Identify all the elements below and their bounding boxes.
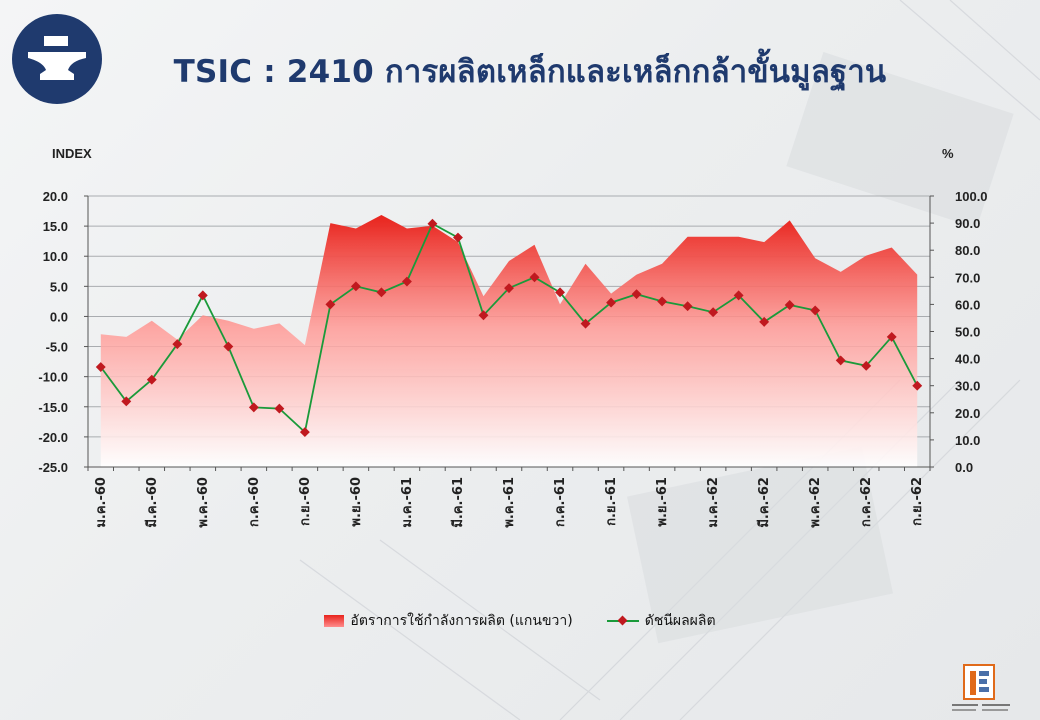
x-tick-label: ม.ค.-62 (706, 477, 721, 528)
data-point-marker (657, 296, 668, 307)
data-point-marker (146, 374, 157, 385)
left-tick-label: 0.0 (50, 309, 68, 324)
anvil-icon (28, 36, 86, 80)
data-point-marker (197, 290, 208, 301)
left-tick-label: -5.0 (46, 340, 68, 355)
data-point-marker (529, 272, 540, 283)
data-point-marker (248, 402, 259, 413)
x-tick-label: ก.ค.-60 (247, 477, 262, 527)
legend-area-swatch (324, 615, 345, 627)
right-axis-unit: % (942, 146, 954, 161)
data-point-marker (886, 331, 897, 342)
x-tick-label: ก.ย.-60 (298, 477, 313, 526)
anvil-logo (12, 14, 102, 104)
left-tick-label: -20.0 (38, 430, 68, 445)
data-point-marker (504, 283, 514, 294)
right-tick-label: 60.0 (955, 297, 980, 312)
legend-label-capacity: อัตราการใช้กำลังการผลิต (แกนขวา) (350, 613, 573, 629)
right-tick-label: 10.0 (955, 433, 980, 448)
data-point-marker (733, 290, 744, 301)
legend-item-index: ดัชนีผลผลิต (606, 610, 716, 632)
left-tick-label: -15.0 (38, 400, 68, 415)
right-tick-label: 90.0 (955, 216, 980, 231)
left-tick-label: -10.0 (38, 370, 68, 385)
x-tick-label: ก.ค.-61 (553, 477, 568, 527)
x-tick-label: พ.ย.-61 (655, 477, 670, 527)
x-tick-label: ม.ค.-60 (94, 477, 109, 528)
x-tick-label: ก.ค.-62 (859, 477, 874, 527)
data-point-marker (631, 289, 642, 300)
data-point-marker (861, 360, 872, 371)
legend-item-capacity: อัตราการใช้กำลังการผลิต (แกนขวา) (324, 610, 573, 632)
data-point-marker (912, 380, 923, 391)
right-tick-label: 50.0 (955, 325, 980, 340)
right-tick-label: 80.0 (955, 243, 980, 258)
x-tick-label: ก.ย.-62 (910, 477, 925, 526)
right-tick-label: 20.0 (955, 406, 980, 421)
data-point-marker (835, 355, 846, 366)
data-point-marker (478, 310, 489, 321)
x-tick-label: พ.ค.-62 (808, 477, 823, 528)
legend-label-index: ดัชนีผลผลิต (644, 613, 716, 629)
right-tick-label: 30.0 (955, 379, 980, 394)
data-point-marker (682, 301, 693, 312)
oie-logo-icon (952, 664, 1010, 711)
data-point-marker (810, 305, 821, 316)
left-axis-unit: INDEX (52, 146, 92, 161)
data-point-marker (401, 276, 412, 287)
x-tick-label: มี.ค.-60 (144, 477, 160, 528)
data-point-marker (172, 339, 183, 350)
data-point-marker (759, 316, 770, 327)
data-point-marker (427, 218, 438, 229)
page-title: TSIC : 2410 การผลิตเหล็กและเหล็กกล้าขั้น… (173, 54, 887, 90)
right-tick-label: 40.0 (955, 352, 980, 367)
left-tick-label: 15.0 (43, 219, 68, 234)
data-point-marker (223, 341, 234, 352)
data-point-marker (325, 299, 336, 310)
left-tick-label: 10.0 (43, 249, 68, 264)
data-point-marker (555, 287, 565, 298)
x-tick-label: พ.ค.-60 (196, 477, 211, 528)
data-point-marker (580, 318, 591, 329)
left-tick-label: 20.0 (43, 189, 68, 204)
data-point-marker (376, 287, 387, 298)
data-point-marker (784, 300, 795, 310)
data-point-marker (606, 297, 617, 308)
data-point-marker (299, 427, 310, 438)
left-tick-label: 5.0 (50, 279, 68, 294)
x-tick-label: ม.ค.-61 (400, 477, 415, 528)
chart-legend: อัตราการใช้กำลังการผลิต (แกนขวา) ดัชนีผล… (0, 610, 1040, 632)
legend-line-swatch (606, 615, 639, 627)
x-tick-label: มี.ค.-61 (450, 477, 466, 528)
x-tick-label: ก.ย.-61 (604, 477, 619, 526)
data-point-marker (453, 232, 463, 243)
data-point-marker (274, 403, 285, 414)
data-point-marker (708, 307, 719, 318)
left-tick-label: -25.0 (38, 460, 68, 475)
right-tick-label: 0.0 (955, 460, 973, 475)
right-tick-label: 70.0 (955, 270, 980, 285)
x-tick-label: มี.ค.-62 (756, 477, 772, 528)
capacity-area-series (100, 215, 918, 467)
x-tick-label: พ.ค.-61 (502, 477, 517, 528)
x-tick-label: พ.ย.-60 (349, 477, 364, 527)
data-point-marker (350, 281, 361, 292)
right-tick-label: 100.0 (955, 189, 988, 204)
